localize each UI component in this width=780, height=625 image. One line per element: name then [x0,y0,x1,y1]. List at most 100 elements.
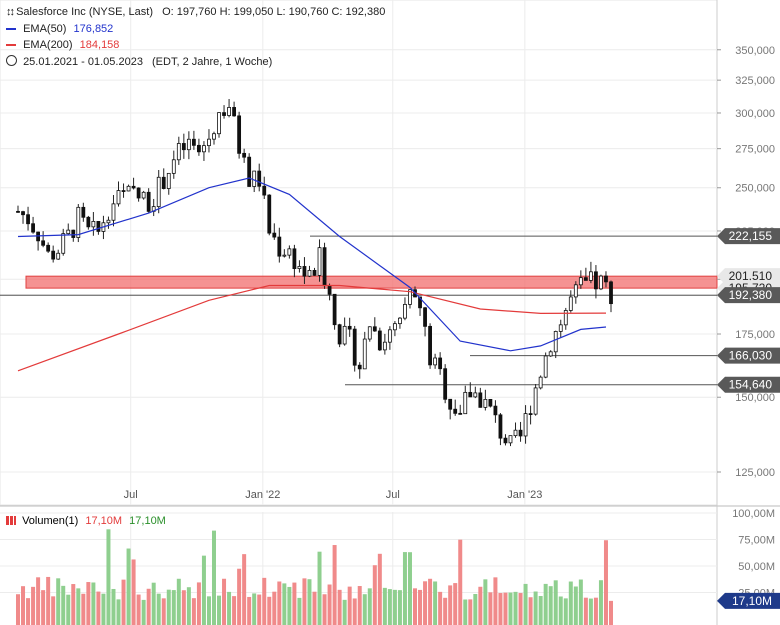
price-tick-label: 150,000 [735,392,775,404]
vol-tick-label: 100,00M [732,508,775,520]
candle-body [106,219,111,224]
volume-bar [171,590,176,625]
candle-body [483,398,488,408]
volume-bar [508,592,513,625]
volume-bar [277,581,282,625]
candle-body [604,275,608,283]
time-tick-label: Jul [386,489,400,501]
candle-body [56,252,61,260]
candle-body [372,326,377,332]
volume-bar [448,585,453,625]
volume-bar [438,591,443,625]
volume-bar [272,591,277,625]
candle-body [272,232,277,238]
volume-bar [578,579,583,625]
volume-grid [0,512,717,625]
candle-body [578,277,583,286]
price-tick-label: 175,000 [735,329,775,341]
candle-body [538,376,543,389]
legend-title-row: ↕↕ Salesforce Inc (NYSE, Last) O: 197,76… [6,6,385,18]
date-range: 25.01.2021 - 01.05.2023 [23,56,143,68]
resistance-zone-band [25,275,718,289]
candle-body [156,176,161,208]
candle-body [227,107,231,116]
volume-bar [407,552,412,625]
volume-bars-icon [6,516,16,525]
candle-body [377,330,382,351]
candle-body [41,240,46,246]
volume-bar [443,597,448,625]
volume-bar [568,581,573,625]
level-tag-label: 192,380 [729,288,773,302]
volume-bar [232,596,237,625]
candle-body [176,143,181,161]
candle-body [488,398,493,407]
volume-bar [413,588,418,625]
volume-bar [247,596,252,625]
candle-body [558,324,563,332]
volume-bar [292,582,297,625]
volume-bar [282,583,287,625]
price-tick-label: 350,000 [735,45,775,57]
volume-bar [222,578,227,625]
chart-type-icon[interactable]: ↕↕ [6,6,15,18]
volume-legend: Volumen(1) 17,10M 17,10M [6,515,166,527]
candle-body [257,170,262,187]
candle-body [543,355,548,378]
volume-bar [588,598,593,625]
volume-bar [56,578,61,625]
volume-bar [71,584,76,625]
candle-body [548,351,553,357]
volume-bar [297,597,302,625]
legend-ema50[interactable]: EMA(50) 176,852 [6,23,113,35]
candle-body [398,317,402,325]
level-tags: 222,155201,510195,720192,380166,030154,6… [717,228,780,609]
candle-body [493,405,498,416]
candle-body [523,413,528,437]
volume-bar [593,597,598,625]
volume-bar [453,583,458,625]
volume-bar [252,593,257,625]
volume-bar [563,598,568,625]
candle-body [438,357,443,370]
legend-date-range: 25.01.2021 - 01.05.2023 (EDT, 2 Jahre, 1… [6,55,272,68]
candle-body [463,391,468,415]
candle-body [202,145,206,153]
legend-ema200[interactable]: EMA(200) 184,158 [6,39,119,51]
volume-bar [598,580,603,625]
ohlc-values: O: 197,760 H: 199,050 L: 190,760 C: 192,… [162,6,386,18]
ema50-value: 176,852 [73,23,114,35]
price-tick-label: 275,000 [735,144,775,156]
volume-bar [603,540,608,625]
candle-body [131,185,136,189]
candle-body [171,159,176,174]
candle-body [51,250,56,260]
candle-body [91,221,96,228]
ema50-swatch [6,28,16,31]
volume-last-tag [717,592,780,609]
price-axis: 125,000150,000175,000200,000225,000250,0… [717,45,775,600]
volume-bar [548,586,553,625]
volume-bar [573,586,578,625]
volume-bar [518,593,523,625]
volume-bar [609,600,613,625]
candle-body [212,133,216,140]
volume-bar [463,599,468,625]
level-tag-label: 166,030 [729,349,773,363]
candle-body [16,210,20,213]
volume-bar [186,587,191,625]
ema50-line [17,177,607,352]
volume-bar [583,597,588,625]
volume-label: Volumen(1) [22,515,79,527]
candle-body [553,331,558,353]
ema50-label: EMA(50) [23,23,67,35]
candle-body [528,413,533,415]
vol-tick-label: 50,00M [738,561,775,573]
candle-body [312,269,317,276]
candle-body [307,269,312,277]
volume-bar [196,582,201,625]
date-note: (EDT, 2 Jahre, 1 Woche) [152,56,273,68]
candle-body [418,296,422,309]
volume-bar [81,593,86,625]
